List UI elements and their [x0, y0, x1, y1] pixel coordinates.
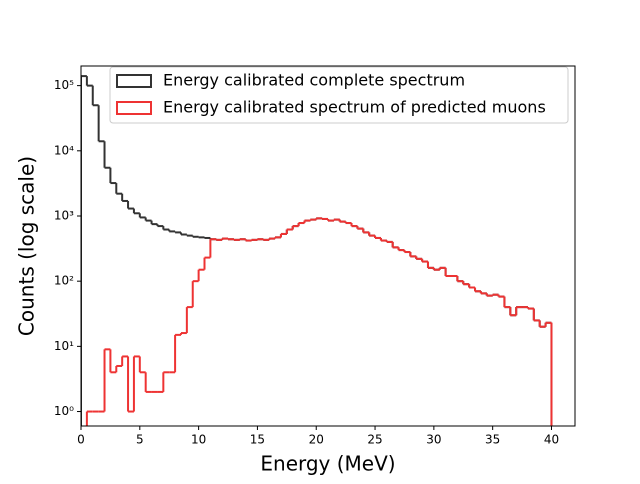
x-tick-label: 5 [136, 433, 144, 447]
x-tick-label: 20 [309, 433, 324, 447]
x-tick-label: 10 [191, 433, 206, 447]
legend-label: Energy calibrated complete spectrum [163, 71, 465, 90]
y-axis-label: Counts (log scale) [15, 156, 39, 336]
x-tick-label: 15 [250, 433, 265, 447]
series [81, 75, 553, 426]
legend-swatch [116, 74, 152, 88]
legend-label: Energy calibrated spectrum of predicted … [163, 98, 546, 117]
x-axis-label: Energy (MeV) [260, 452, 395, 476]
series [85, 217, 553, 426]
legend-swatch [116, 101, 152, 115]
x-tick-label: 35 [485, 433, 500, 447]
legend: Energy calibrated complete spectrum Energ… [109, 66, 569, 124]
y-tick-label: 10⁵ [54, 78, 74, 92]
x-tick-label: 0 [77, 433, 85, 447]
plot-area [81, 75, 553, 426]
y-tick-label: 10¹ [54, 339, 74, 353]
x-tick-label: 40 [544, 433, 559, 447]
y-tick-label: 10⁰ [54, 404, 74, 418]
x-tick-label: 30 [426, 433, 441, 447]
y-tick-label: 10³ [54, 208, 74, 222]
plot-frame [80, 65, 576, 427]
y-tick-label: 10² [54, 274, 74, 288]
x-tick-label: 25 [367, 433, 382, 447]
legend-box [109, 66, 569, 124]
y-tick-label: 10⁴ [54, 143, 74, 157]
